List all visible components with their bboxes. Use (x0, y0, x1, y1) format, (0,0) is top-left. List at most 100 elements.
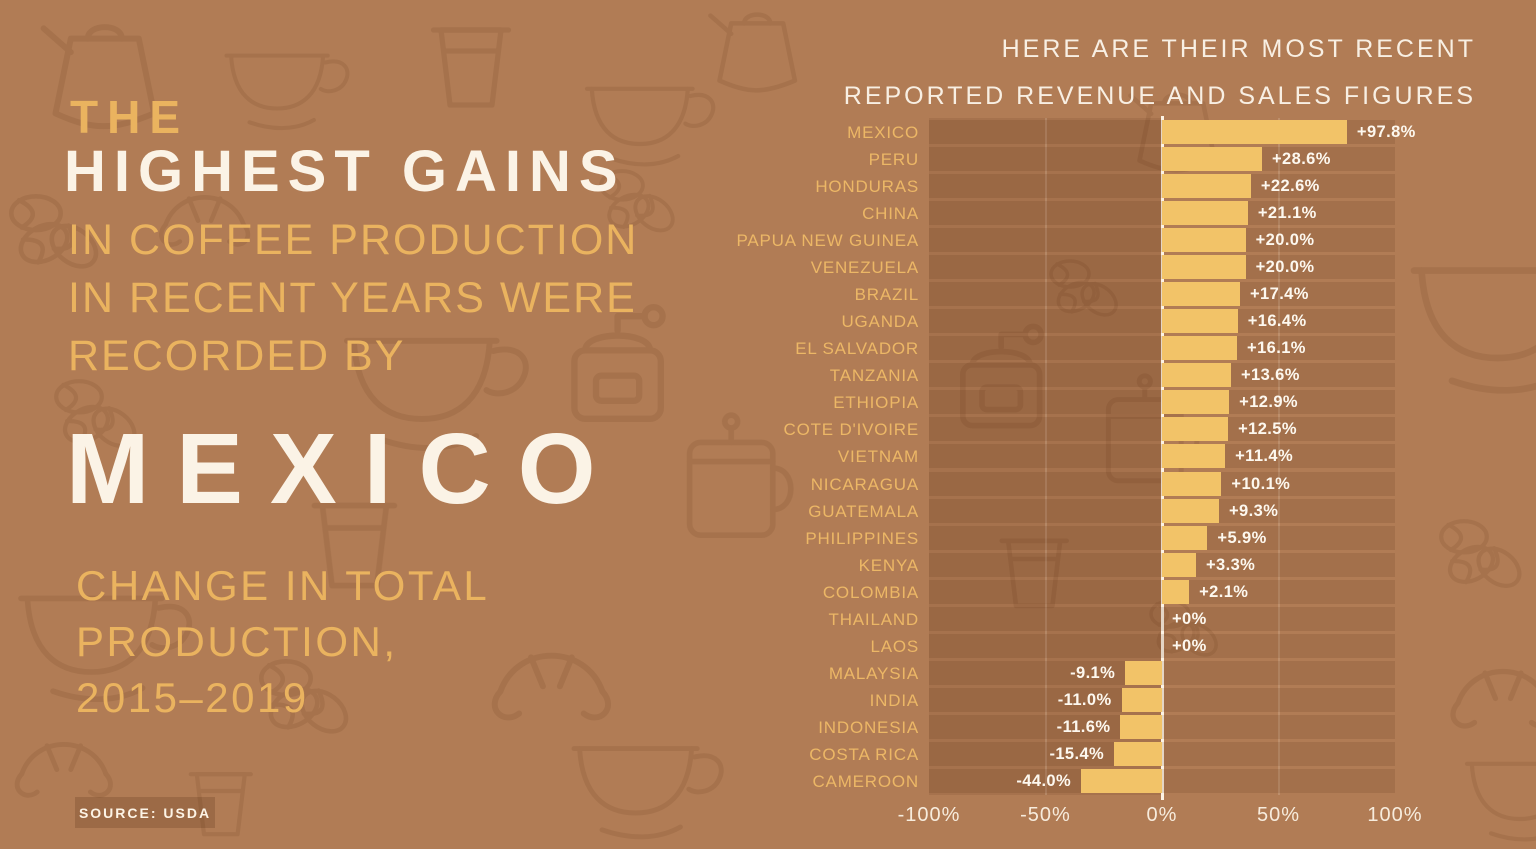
row-band (929, 606, 1395, 631)
bar-cote-d-ivoire (1162, 417, 1229, 442)
value-label: +9.3% (1229, 501, 1279, 520)
country-label: GUATEMALA (808, 501, 919, 521)
bar-philippines (1162, 525, 1208, 550)
headline-pre: THE (70, 91, 189, 143)
headline-line4: RECORDED BY (68, 332, 406, 380)
country-label: TANZANIA (829, 366, 919, 386)
headline-line2: IN COFFEE PRODUCTION (68, 216, 639, 264)
country-label: PHILIPPINES (805, 528, 919, 548)
country-label: ETHIOPIA (833, 393, 919, 413)
value-label: +17.4% (1250, 284, 1309, 303)
chart-header-line1: HERE ARE THEIR MOST RECENT (1001, 35, 1476, 63)
headline-country: MEXICO (66, 413, 623, 525)
value-label: +28.6% (1272, 149, 1331, 168)
subtitle-line2: PRODUCTION, (76, 618, 398, 665)
bar-mexico (1162, 119, 1347, 144)
value-label: +10.1% (1231, 474, 1291, 493)
x-axis-tick: 50% (1256, 804, 1301, 826)
value-label: +21.1% (1257, 203, 1317, 222)
x-axis-tick: -50% (1020, 804, 1071, 826)
bar-costa-rica (1114, 742, 1162, 767)
bar-kenya (1162, 552, 1196, 577)
bar-guatemala (1162, 498, 1220, 523)
value-label: +0% (1172, 609, 1207, 628)
value-label: -11.6% (1056, 718, 1111, 737)
country-label: CAMEROON (812, 772, 919, 792)
source-badge: SOURCE: USDA (75, 797, 215, 828)
value-label: -11.0% (1057, 691, 1112, 710)
chart-plot-area: +97.8% +28.6% +22.6% +21.1% +20.0% +20.0% +17.… (929, 116, 1415, 800)
row-band (929, 634, 1395, 659)
bar-china (1162, 200, 1248, 225)
value-label: +22.6% (1260, 176, 1320, 195)
value-label: -15.4% (1049, 745, 1105, 764)
value-label: +12.5% (1238, 420, 1297, 439)
value-label: +16.4% (1247, 312, 1307, 331)
country-label: NICARAGUA (810, 474, 919, 494)
bar-peru (1162, 146, 1262, 171)
country-label: INDIA (869, 691, 919, 711)
bar-venezuela (1162, 254, 1246, 279)
bar-honduras (1162, 173, 1251, 198)
bar-vietnam (1162, 444, 1226, 469)
gridline (1277, 118, 1280, 795)
bar-el-salvador (1162, 336, 1238, 361)
country-label: MALAYSIA (828, 664, 919, 684)
bar-brazil (1162, 281, 1240, 306)
chart-header: HERE ARE THEIR MOST RECENT REPORTED REVE… (844, 26, 1476, 120)
headline-line3: IN RECENT YEARS WERE (68, 274, 637, 322)
value-label: +20.0% (1255, 257, 1315, 276)
country-label: COSTA RICA (809, 745, 919, 765)
country-label: MEXICO (847, 122, 919, 142)
country-label: COLOMBIA (822, 582, 919, 602)
value-label: +0% (1172, 637, 1207, 656)
bar-cameroon (1081, 769, 1162, 794)
subtitle-line1: CHANGE IN TOTAL (76, 562, 490, 609)
negative-zone-shade (929, 118, 1162, 795)
country-label: VENEZUELA (810, 257, 919, 277)
country-label: LAOS (870, 637, 919, 657)
country-label: HONDURAS (815, 176, 919, 196)
row-band (929, 688, 1395, 713)
subtitle-line3: 2015–2019 (76, 674, 309, 721)
bar-colombia (1162, 579, 1190, 604)
value-label: +16.1% (1247, 339, 1306, 358)
x-axis-tick: 0% (1146, 804, 1178, 826)
value-label: -44.0% (1016, 772, 1072, 791)
x-axis-tick: -100% (897, 804, 961, 826)
bar-nicaragua (1162, 471, 1222, 496)
value-label: -9.1% (1070, 664, 1116, 683)
bar-malaysia (1125, 661, 1162, 686)
country-label: KENYA (858, 555, 919, 575)
row-band (929, 769, 1395, 794)
value-label: +13.6% (1240, 366, 1300, 385)
country-label: EL SALVADOR (795, 339, 919, 359)
source-label: SOURCE: USDA (78, 804, 212, 821)
value-label: +12.9% (1239, 393, 1298, 412)
gridline (1044, 118, 1047, 795)
bar-papua-new-guinea (1162, 227, 1246, 252)
value-label: +11.4% (1235, 447, 1294, 466)
country-label: PERU (868, 149, 919, 169)
row-band (929, 661, 1395, 686)
value-label: +20.0% (1255, 230, 1315, 249)
bar-uganda (1162, 309, 1238, 334)
country-label: CHINA (862, 203, 919, 223)
value-label: +3.3% (1205, 555, 1256, 574)
country-label: BRAZIL (854, 284, 919, 304)
bar-ethiopia (1162, 390, 1230, 415)
value-label: +5.9% (1217, 528, 1267, 547)
country-label: INDONESIA (818, 718, 919, 738)
country-label: THAILAND (828, 609, 919, 629)
country-label: PAPUA NEW GUINEA (736, 230, 919, 250)
row-band (929, 715, 1395, 740)
chart-header-line2: REPORTED REVENUE AND SALES FIGURES (843, 82, 1476, 110)
value-label: +97.8% (1356, 122, 1416, 141)
country-label: VIETNAM (837, 447, 919, 467)
x-axis: -100% -50% 0% 50% 100% (898, 804, 1422, 834)
bar-indonesia (1120, 715, 1162, 740)
headline-main: HIGHEST GAINS (64, 139, 626, 204)
country-label: COTE D'IVOIRE (783, 420, 919, 440)
